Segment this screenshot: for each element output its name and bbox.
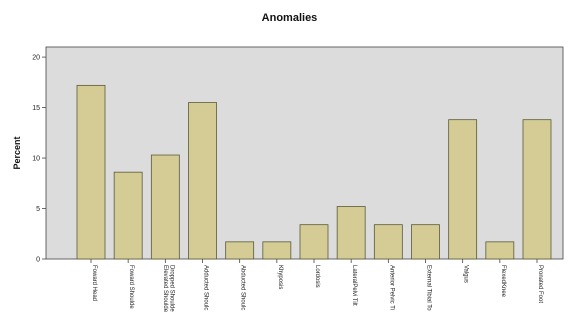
x-tick-label: Elevated Shoulde	[162, 265, 168, 313]
bar	[150, 154, 180, 260]
bar	[485, 241, 515, 260]
bar	[76, 84, 106, 260]
bar	[373, 224, 403, 260]
x-axis	[90, 259, 538, 263]
x-tick-label: Khyposis	[277, 265, 283, 289]
x-tick-label: Lordosis	[314, 265, 320, 288]
bar	[299, 224, 329, 260]
x-tick-label: Dropped Shoulde	[169, 265, 175, 312]
x-tick-label: FlexedKnee	[500, 265, 506, 298]
bar	[522, 119, 552, 260]
x-tick-label: Foward Head	[91, 265, 97, 301]
chart-title: Anomalies	[261, 12, 318, 24]
bar	[188, 102, 217, 260]
bar	[448, 119, 478, 260]
y-tick-label: 20	[32, 55, 40, 62]
x-tick-label: Adducted Shoulc	[203, 265, 209, 310]
category-labels: Foward Head Foward Shoulde Elevated Should…	[91, 265, 543, 313]
x-tick-label: External Tibial To	[426, 265, 432, 311]
y-axis-label: Percent	[12, 136, 22, 169]
x-tick-label: Abducted Shoulc	[240, 265, 246, 310]
x-tick-label: Pronated Foot	[537, 265, 543, 303]
x-tick-label: Anterior Pelvic Ti	[388, 265, 394, 310]
bar	[225, 241, 255, 260]
y-tick-label: 5	[36, 206, 40, 213]
y-axis: 0 5 10 15 20	[32, 55, 46, 264]
x-tick-label: LateralPelvi Tilt	[351, 265, 357, 306]
x-tick-label: Valgus	[463, 265, 469, 283]
y-tick-label: 0	[36, 257, 40, 264]
bar	[113, 171, 143, 260]
bars	[76, 84, 552, 260]
x-tick-label: Foward Shoulde	[128, 265, 134, 309]
y-tick-label: 15	[32, 105, 40, 112]
y-tick-label: 10	[32, 156, 40, 163]
bar	[262, 241, 292, 260]
bar	[411, 224, 440, 260]
bar	[336, 206, 366, 260]
